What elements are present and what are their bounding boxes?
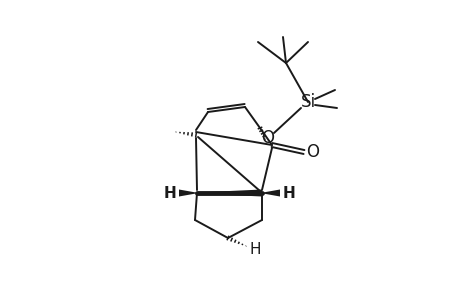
- Polygon shape: [262, 190, 280, 196]
- Text: Si: Si: [300, 93, 315, 111]
- Text: H: H: [249, 242, 260, 257]
- Text: O: O: [261, 129, 274, 147]
- Text: H: H: [282, 185, 295, 200]
- Text: O: O: [306, 143, 319, 161]
- Polygon shape: [196, 190, 262, 196]
- Text: H: H: [163, 185, 176, 200]
- Polygon shape: [179, 190, 196, 196]
